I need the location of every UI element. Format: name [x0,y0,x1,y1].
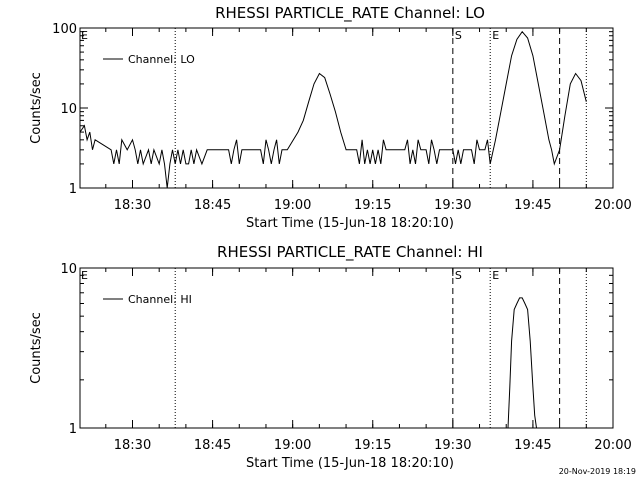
series-line [79,30,587,189]
x-tick-label: 19:15 [354,438,391,453]
x-tick-label: 18:30 [114,438,151,453]
y-tick-label: 10 [60,102,77,117]
axes-frame [79,27,614,189]
series-line [507,297,537,429]
panel-hi: RHESSI PARTICLE_RATE Channel: HI Counts/… [29,243,632,471]
y-tick-label: 1 [69,422,77,437]
legend: Channel: LO [103,53,195,66]
x-tick-label: 19:30 [434,438,471,453]
legend-label: Channel: HI [128,293,192,306]
y-axis-label: Counts/sec [29,72,44,144]
x-tick-label: 19:00 [274,198,311,213]
event-marker-label: E [492,29,499,42]
x-tick-label: 18:30 [114,198,151,213]
event-marker-label: E [81,29,88,42]
x-axis-label: Start Time (15-Jun-18 18:20:10) [246,456,454,471]
event-marker-label: S [455,269,462,282]
chart-title: RHESSI PARTICLE_RATE Channel: HI [217,243,483,262]
x-tick-label: 18:45 [194,198,231,213]
y-axis-label: Counts/sec [29,312,44,384]
axes-frame [79,267,614,429]
x-tick-label: 18:45 [194,438,231,453]
event-marker-label: E [81,269,88,282]
timestamp-stamp: 20-Nov-2019 18:19 [559,467,636,476]
x-tick-label: 19:15 [354,198,391,213]
y-tick-label: 10 [60,262,77,277]
panel-lo: RHESSI PARTICLE_RATE Channel: LO Counts/… [29,4,632,231]
x-tick-label: 19:45 [514,438,551,453]
event-marker-label: E [492,269,499,282]
event-marker-label: S [455,29,462,42]
x-tick-label: 19:45 [514,198,551,213]
x-tick-label: 19:30 [434,198,471,213]
x-tick-label: 19:00 [274,438,311,453]
x-tick-label: 20:00 [594,198,631,213]
y-tick-label: 100 [52,22,77,37]
legend-label: Channel: LO [128,53,195,66]
legend: Channel: HI [103,293,192,306]
x-axis-label: Start Time (15-Jun-18 18:20:10) [246,216,454,231]
x-tick-label: 20:00 [594,438,631,453]
y-tick-label: 1 [69,182,77,197]
chart-title: RHESSI PARTICLE_RATE Channel: LO [215,4,485,23]
